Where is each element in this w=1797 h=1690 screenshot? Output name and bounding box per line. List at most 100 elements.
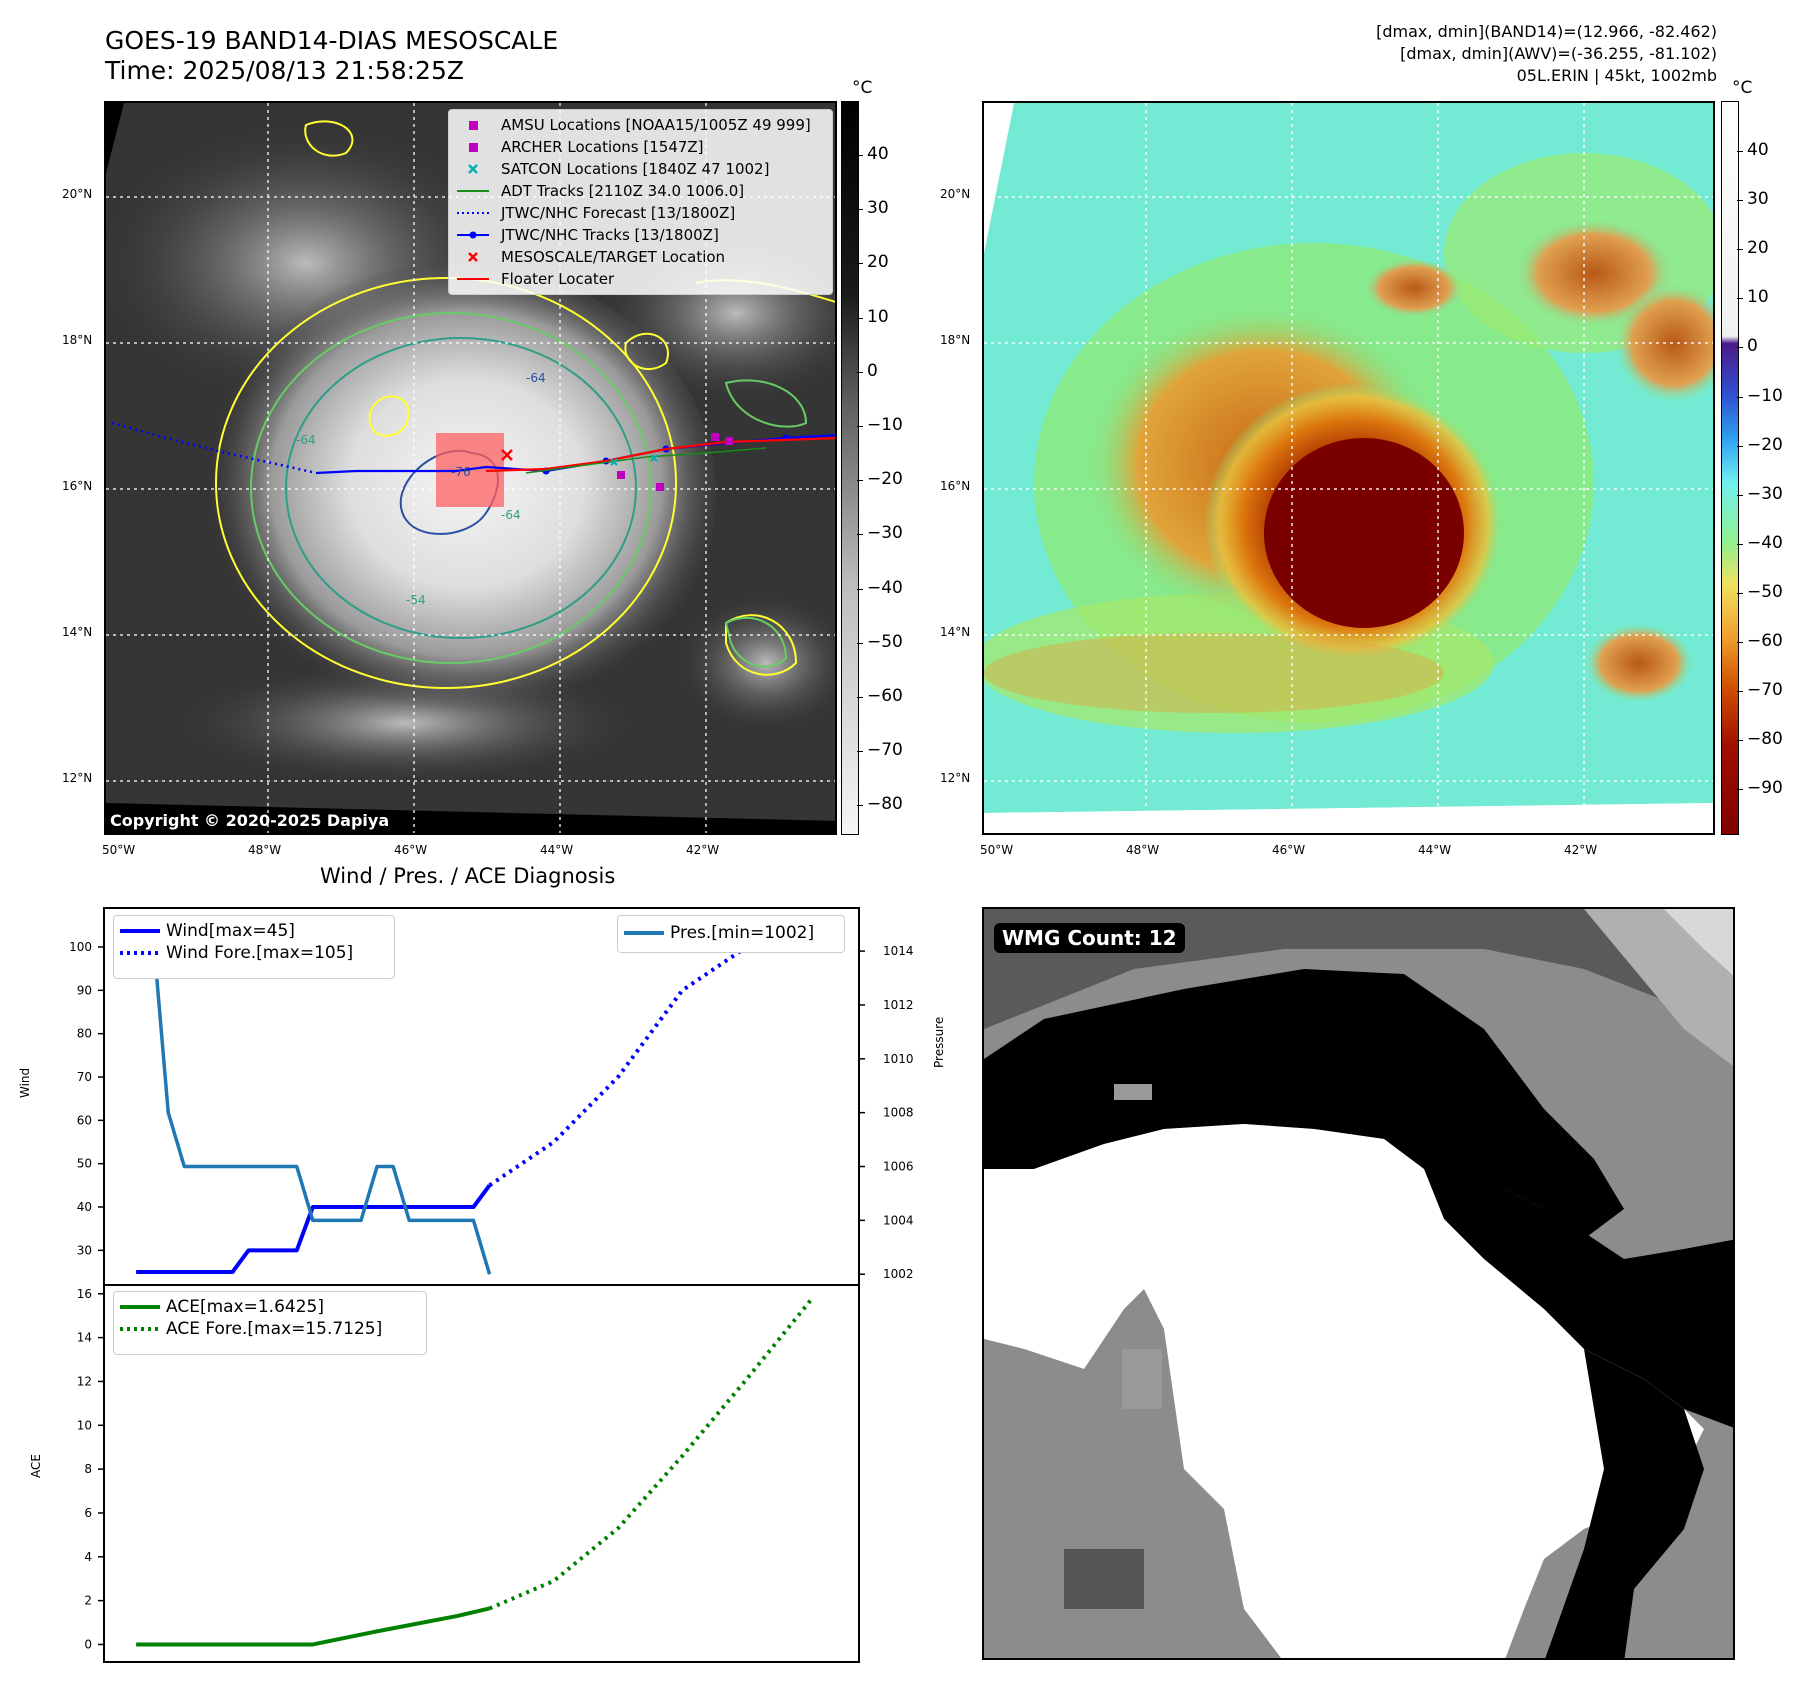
pressure-axis-label: Pressure	[932, 1016, 946, 1068]
colorbar-tick-label: −60	[1747, 631, 1783, 651]
ir-colorbar	[841, 101, 859, 835]
wind-legend-label: Wind[max=45]	[166, 921, 295, 941]
y-tick-label: 1008	[883, 1106, 914, 1120]
colorbar-tick-label: 30	[1747, 189, 1769, 210]
diagnosis-title: Wind / Pres. / ACE Diagnosis	[320, 864, 616, 888]
colorbar-tick-mark	[857, 426, 863, 427]
colorbar-tick-mark	[857, 371, 863, 373]
awv-image	[984, 103, 1713, 833]
lon-label: 44°W	[540, 843, 574, 857]
legend-marker	[468, 164, 478, 174]
colorbar-tick-label: −70	[1747, 680, 1783, 701]
colorbar-tick-label: −60	[867, 686, 903, 706]
contour-label: -76	[451, 465, 471, 479]
contour-label: -64	[501, 508, 521, 522]
colorbar-tick-mark	[1737, 592, 1743, 594]
colorbar-tick-label: 10	[1747, 287, 1769, 308]
colorbar-tick-label: 40	[1747, 140, 1769, 160]
colorbar-tick-mark	[857, 805, 863, 807]
pressure-legend: Pres.[min=1002]	[617, 915, 845, 953]
lon-label: 46°W	[394, 843, 428, 857]
colorbar-tick-mark	[1737, 200, 1743, 202]
colorbar-tick-label: 20	[867, 252, 889, 273]
awv-colorbar-unit: °C	[1732, 78, 1753, 98]
y-tick-label: 12	[77, 1374, 92, 1388]
lon-label: 50°W	[102, 843, 136, 857]
y-tick-label: 1014	[883, 944, 914, 958]
wind-axis-label: Wind	[18, 1067, 32, 1098]
y-tick-label: 90	[77, 983, 92, 997]
lon-label: 44°W	[1418, 843, 1452, 857]
colorbar-tick-label: −80	[1747, 729, 1783, 750]
lat-label: 14°N	[940, 625, 971, 639]
storm-info-text: 05L.ERIN | 45kt, 1002mb	[1516, 66, 1717, 85]
ace-legend: ACE[max=1.6425] ACE Fore.[max=15.7125]	[113, 1291, 427, 1355]
colorbar-tick-mark	[1737, 543, 1743, 545]
legend-marker	[469, 121, 478, 130]
colorbar-tick-mark	[1737, 740, 1743, 742]
legend-label: ARCHER Locations [1547Z]	[501, 138, 704, 156]
colorbar-tick-label: −10	[1747, 385, 1783, 406]
y-tick-label: 1012	[883, 998, 914, 1012]
colorbar-tick-label: −30	[1747, 483, 1783, 504]
legend-label: JTWC/NHC Forecast [13/1800Z]	[501, 204, 736, 222]
colorbar-tick-label: −40	[867, 577, 903, 598]
y-tick-label: 70	[77, 1070, 92, 1084]
y-tick-label: 1010	[883, 1052, 914, 1066]
colorbar-tick-mark	[857, 534, 863, 536]
colorbar-tick-mark	[857, 642, 863, 644]
y-tick-label: 16	[77, 1287, 92, 1301]
y-tick-label: 1002	[883, 1267, 914, 1281]
lon-label: 48°W	[248, 843, 282, 857]
awv-colorbar	[1721, 101, 1739, 835]
colorbar-tick-label: −80	[867, 794, 903, 815]
legend-label: Floater Locater	[501, 270, 615, 288]
ir-image-panel: -64 -64 -54 -64 -76 Copyright © 2020-202…	[104, 101, 837, 835]
y-tick-label: 1006	[883, 1160, 914, 1174]
pres-legend-label: Pres.[min=1002]	[670, 923, 815, 943]
lat-label: 18°N	[62, 333, 93, 347]
colorbar-tick-label: −10	[867, 415, 903, 435]
y-tick-label: 100	[69, 940, 92, 954]
legend-label: JTWC/NHC Tracks [13/1800Z]	[501, 226, 719, 244]
lat-label: 20°N	[940, 187, 971, 201]
contour-label: -64	[296, 433, 316, 447]
colorbar-tick-label: 30	[867, 198, 889, 219]
series-line	[136, 1606, 490, 1647]
colorbar-tick-mark	[1737, 691, 1743, 693]
lat-label: 14°N	[62, 625, 93, 639]
legend-label: ADT Tracks [2110Z 34.0 1006.0]	[501, 182, 745, 200]
ir-legend-item: JTWC/NHC Forecast [13/1800Z]	[449, 202, 832, 224]
ace-fore-legend-swatch	[120, 1327, 160, 1331]
lat-label: 16°N	[940, 479, 971, 493]
colorbar-tick-mark	[1737, 494, 1743, 496]
ir-legend-item: JTWC/NHC Tracks [13/1800Z]	[449, 224, 832, 246]
colorbar-tick-label: −20	[867, 469, 903, 490]
legend-marker	[457, 190, 489, 192]
colorbar-tick-label: −30	[867, 523, 903, 544]
colorbar-tick-label: −40	[1747, 532, 1783, 553]
y-tick-label: 30	[77, 1243, 92, 1257]
colorbar-tick-label: −70	[867, 740, 903, 761]
ir-legend-item: ADT Tracks [2110Z 34.0 1006.0]	[449, 180, 832, 202]
colorbar-tick-label: −50	[867, 631, 903, 652]
colorbar-tick-label: 20	[1747, 238, 1769, 259]
ir-legend-item: AMSU Locations [NOAA15/1005Z 49 999]	[449, 114, 832, 136]
title-line1: GOES-19 BAND14-DIAS MESOSCALE	[105, 26, 559, 55]
ir-legend-item: Floater Locater	[449, 268, 832, 290]
colorbar-tick-label: −50	[1747, 581, 1783, 602]
ir-legend: AMSU Locations [NOAA15/1005Z 49 999] ARCH…	[448, 109, 833, 295]
colorbar-tick-label: −90	[1747, 778, 1783, 799]
ir-legend-item: ARCHER Locations [1547Z]	[449, 136, 832, 158]
y-tick-label: 80	[77, 1027, 92, 1041]
colorbar-tick-mark	[857, 697, 863, 698]
wind-legend-swatch	[120, 929, 160, 933]
contour-label: -64	[526, 371, 546, 385]
lat-label: 18°N	[940, 333, 971, 347]
lon-label: 50°W	[980, 843, 1014, 857]
ir-legend-item: MESOSCALE/TARGET Location	[449, 246, 832, 268]
wmg-image-panel: WMG Count: 12	[982, 907, 1735, 1660]
lon-label: 46°W	[1272, 843, 1306, 857]
pres-legend-swatch	[624, 931, 664, 935]
legend-label: MESOSCALE/TARGET Location	[501, 248, 726, 266]
